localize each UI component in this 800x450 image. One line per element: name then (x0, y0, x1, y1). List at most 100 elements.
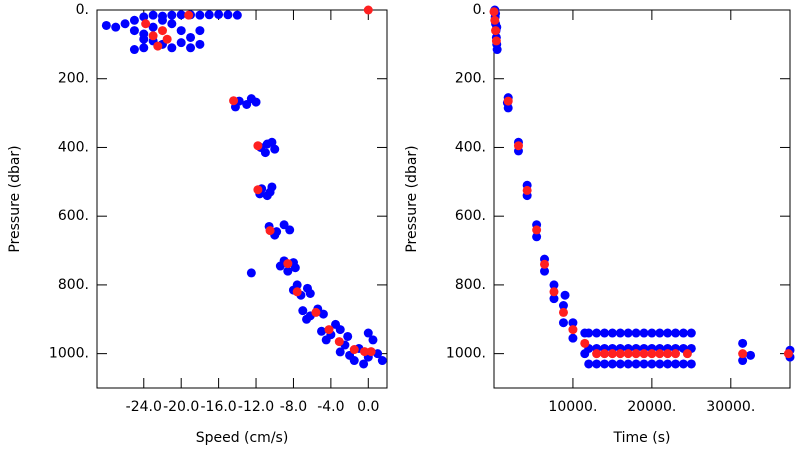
point (283, 259, 293, 269)
y-tick-label: 800. (58, 277, 89, 293)
point (253, 141, 263, 151)
x-tick-label: -12.0 (238, 399, 274, 415)
point (184, 10, 194, 20)
point (678, 359, 688, 369)
point (491, 26, 501, 36)
point (129, 45, 139, 55)
point (532, 225, 542, 235)
point (141, 19, 151, 29)
point (647, 328, 657, 338)
point (615, 328, 625, 338)
point (292, 287, 302, 297)
point (334, 337, 344, 347)
point (607, 359, 617, 369)
point (584, 359, 594, 369)
x-tick-label: 0.0 (357, 399, 379, 415)
point (283, 266, 293, 276)
point (331, 319, 341, 329)
point (607, 328, 617, 338)
point (671, 359, 681, 369)
y-axis-label: Pressure (dbar) (7, 145, 23, 252)
point (214, 9, 224, 19)
y-tick-label: 600. (455, 208, 486, 224)
point (260, 148, 270, 158)
y-tick-label: 400. (58, 139, 89, 155)
point (503, 96, 513, 106)
point (623, 349, 633, 359)
point (568, 333, 578, 343)
point (549, 280, 559, 290)
point (101, 20, 111, 30)
point (359, 359, 369, 369)
point (647, 349, 657, 359)
point (615, 359, 625, 369)
point (318, 309, 328, 319)
point (513, 141, 523, 151)
point (363, 328, 373, 338)
point (321, 335, 331, 345)
x-axis-label: Time (s) (613, 430, 671, 446)
point (783, 349, 793, 359)
point (232, 10, 242, 20)
point (607, 349, 617, 359)
point (186, 43, 196, 53)
point (176, 38, 186, 48)
point (540, 266, 550, 276)
point (558, 307, 568, 317)
point (490, 15, 500, 25)
point (157, 26, 167, 36)
point (549, 287, 559, 297)
point (655, 359, 665, 369)
point (592, 328, 602, 338)
point (195, 26, 205, 36)
x-tick-label: -4.0 (317, 399, 344, 415)
point (129, 26, 139, 36)
point (360, 347, 370, 357)
point (153, 41, 163, 51)
point (324, 325, 334, 335)
point (592, 359, 602, 369)
point (615, 349, 625, 359)
point (647, 359, 657, 369)
point (335, 347, 345, 357)
x-tick-label: -16.0 (200, 399, 236, 415)
point (363, 5, 373, 15)
point (285, 225, 295, 235)
y-tick-label: 200. (455, 71, 486, 87)
point (584, 328, 594, 338)
y-axis-label: Pressure (dbar) (404, 145, 420, 252)
point (738, 356, 748, 366)
y-tick-label: 1000. (446, 346, 486, 362)
x-tick-label: 10000. (548, 399, 597, 415)
point (317, 326, 327, 336)
point (631, 328, 641, 338)
point (549, 294, 559, 304)
point (349, 356, 359, 366)
point (343, 331, 353, 341)
point (148, 22, 158, 32)
point (229, 96, 239, 106)
point (663, 328, 673, 338)
point (246, 268, 256, 278)
point (298, 306, 308, 316)
point (631, 359, 641, 369)
point (120, 19, 130, 29)
y-tick-label: 200. (58, 71, 89, 87)
point (655, 328, 665, 338)
point (738, 349, 748, 359)
point (532, 232, 542, 242)
x-tick-label: 30000. (706, 399, 755, 415)
point (265, 187, 275, 197)
point (580, 338, 590, 348)
x-axis-label: Speed (cm/s) (196, 430, 289, 446)
y-tick-label: 800. (455, 277, 486, 293)
plot-frame (96, 9, 388, 389)
point (305, 289, 315, 298)
point (292, 280, 302, 290)
point (176, 26, 186, 36)
y-tick-label: 600. (58, 208, 89, 224)
point (522, 185, 532, 195)
point (368, 335, 378, 345)
x-tick-label: -8.0 (280, 399, 307, 415)
